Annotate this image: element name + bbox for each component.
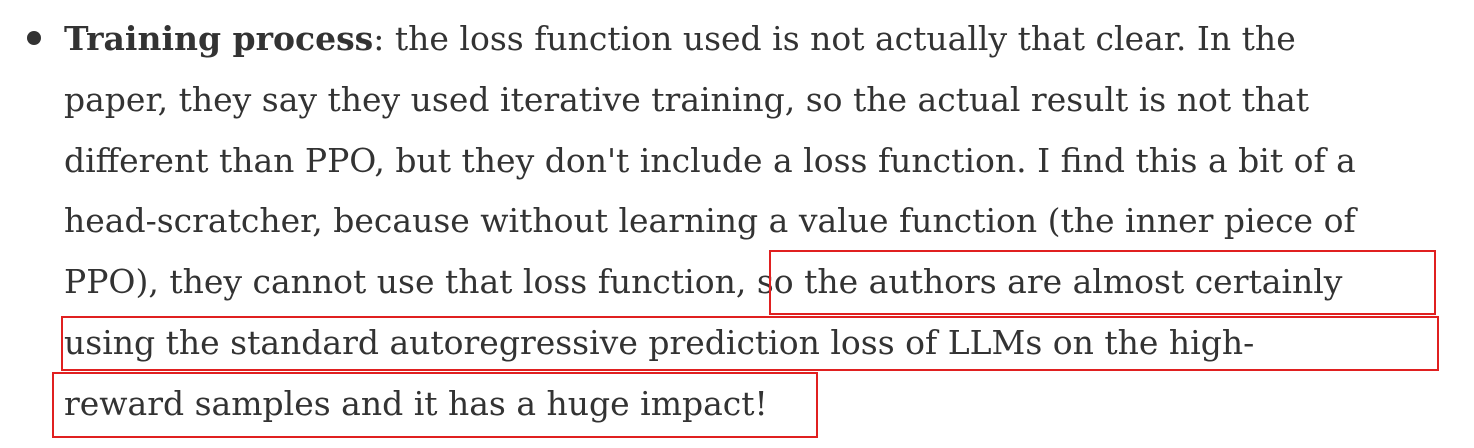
text-line-2: paper, they say they used iterative trai… — [64, 80, 1310, 119]
text-line-6: using the standard autoregressive predic… — [64, 323, 1255, 362]
text-line-5: PPO), they cannot use that loss function… — [64, 262, 1343, 301]
bold-term: Training process — [64, 19, 374, 58]
text-line-4: head-scratcher, because without learning… — [64, 201, 1356, 240]
bullet-marker — [27, 31, 41, 45]
text-line-3: different than PPO, but they don't inclu… — [64, 141, 1356, 180]
text-line-1: Training process: the loss function used… — [64, 14, 1296, 64]
line-1-text: : the loss function used is not actually… — [373, 19, 1296, 58]
text-line-7: reward samples and it has a huge impact! — [64, 384, 768, 423]
